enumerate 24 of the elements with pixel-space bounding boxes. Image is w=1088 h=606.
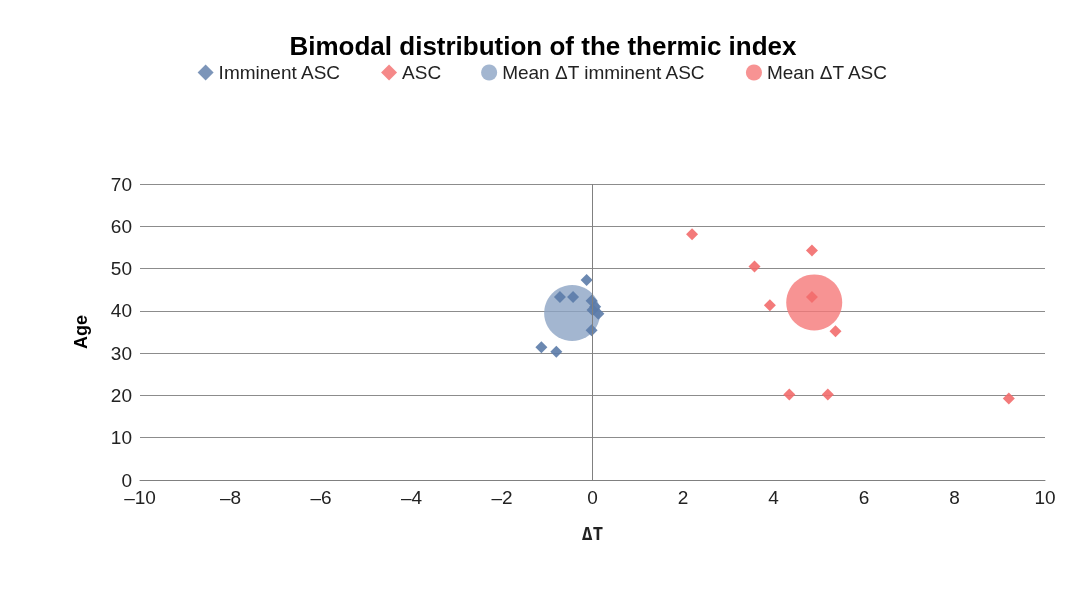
y-axis-title: Age <box>71 314 91 350</box>
x-tick-label: –8 <box>219 487 242 508</box>
x-tick-label: –2 <box>491 487 513 508</box>
y-tick-label: 40 <box>110 300 132 322</box>
y-tick-label: 60 <box>110 215 132 237</box>
x-axis-title: ΔT <box>581 522 604 544</box>
legend-label: Imminent ASC <box>218 62 341 83</box>
x-tick-label: 4 <box>768 487 780 508</box>
x-tick-label: –4 <box>400 487 423 508</box>
x-tick-label: 8 <box>949 487 960 508</box>
x-tick-label: 2 <box>677 487 689 508</box>
y-tick-label: 20 <box>110 384 132 406</box>
y-tick-label: 50 <box>110 258 132 280</box>
y-tick-label: 10 <box>110 427 132 449</box>
chart-title: Bimodal distribution of the thermic index <box>289 31 798 61</box>
y-tick-label: 30 <box>110 342 132 364</box>
y-tick-label: 70 <box>110 173 132 195</box>
legend-label: Mean ΔT imminent ASC <box>502 62 705 83</box>
legend-label: ASC <box>402 62 442 83</box>
x-tick-label: 0 <box>587 487 598 508</box>
x-tick-label: 10 <box>1034 487 1056 508</box>
legend-label: Mean ΔT ASC <box>766 62 888 83</box>
x-tick-label: 6 <box>858 487 870 508</box>
x-tick-label: –6 <box>310 487 332 508</box>
